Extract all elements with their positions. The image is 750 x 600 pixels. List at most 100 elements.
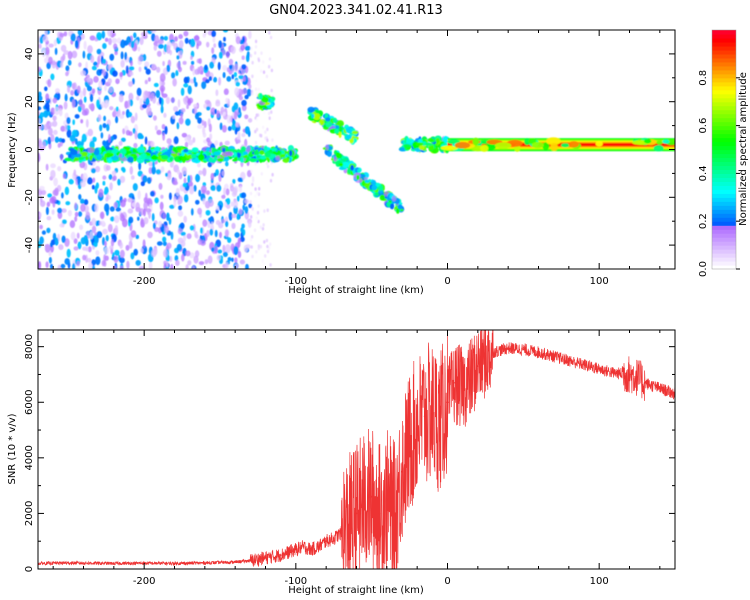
heatmap-cell	[251, 91, 254, 96]
heatmap-cell	[60, 125, 66, 132]
colorbar-tick-label: 0.6	[698, 118, 709, 134]
snr-point	[431, 412, 434, 415]
heatmap-cell	[151, 213, 155, 222]
heatmap-cell	[73, 246, 79, 251]
heatmap-cell	[550, 143, 558, 151]
heatmap-cell	[204, 99, 211, 105]
heatmap-cell	[263, 209, 266, 213]
heatmap-cell	[208, 123, 212, 133]
heatmap-cell	[39, 36, 44, 44]
heatmap-cell	[45, 46, 50, 56]
heatmap-cell	[217, 61, 221, 71]
snr-point	[613, 372, 616, 374]
heatmap-cell	[256, 191, 259, 195]
heatmap-cell	[233, 71, 238, 78]
heatmap-cell	[187, 260, 192, 266]
heatmap-cell	[46, 227, 51, 234]
colorbar-step	[712, 205, 736, 210]
heatmap-cell	[191, 153, 197, 159]
heatmap-cell	[47, 136, 52, 145]
heatmap-cell	[78, 211, 83, 217]
heatmap-cell	[319, 119, 325, 126]
heatmap-cell	[183, 177, 187, 184]
heatmap-cell	[38, 153, 41, 162]
colorbar-step	[712, 81, 736, 87]
heatmap-cell	[542, 142, 550, 151]
heatmap-cell	[160, 194, 164, 199]
heatmap-cell	[177, 210, 184, 217]
heatmap-cell	[204, 64, 208, 71]
heatmap-cell	[166, 212, 170, 222]
heatmap-cell	[144, 79, 148, 85]
heatmap-cell	[568, 141, 580, 148]
heatmap-cell	[234, 232, 240, 238]
heatmap-cell	[105, 165, 111, 171]
heatmap-cell	[80, 70, 86, 77]
heatmap-cell	[244, 94, 249, 100]
heatmap-cell	[61, 235, 66, 243]
heatmap-cell	[89, 140, 95, 150]
heatmap-cell	[180, 231, 186, 236]
heatmap-cell	[342, 157, 349, 161]
snr-ylabel: SNR (10 * v/v)	[7, 413, 18, 484]
heatmap-cell	[207, 255, 213, 264]
spectrogram-ytick-label: -20	[24, 189, 35, 205]
heatmap-cell	[69, 220, 76, 229]
heatmap-cell	[107, 30, 113, 37]
heatmap-cell	[158, 44, 164, 49]
heatmap-cell	[270, 88, 273, 93]
heatmap-cell	[91, 217, 97, 226]
heatmap-cell	[270, 110, 273, 114]
heatmap-cell	[107, 64, 112, 71]
heatmap-cell	[73, 169, 77, 177]
snr-point	[294, 548, 297, 551]
heatmap-cell	[262, 60, 265, 64]
heatmap-cell	[113, 255, 119, 263]
colorbar-step	[712, 121, 736, 127]
heatmap-cell	[246, 88, 252, 97]
heatmap-cell	[109, 53, 115, 61]
heatmap-cell	[105, 196, 109, 202]
heatmap-cell	[122, 167, 126, 173]
spectrogram-ylabel: Frequency (Hz)	[7, 112, 18, 188]
heatmap-cell	[175, 187, 180, 197]
heatmap-cell	[87, 246, 92, 253]
heatmap-cell	[61, 208, 67, 213]
heatmap-cell	[51, 209, 55, 215]
heatmap-cell	[96, 99, 100, 109]
heatmap-cell	[38, 261, 42, 269]
snr-point	[302, 545, 305, 548]
heatmap-cell	[70, 231, 76, 241]
heatmap-cell	[154, 35, 160, 44]
heatmap-cell	[254, 51, 257, 55]
heatmap-cell	[239, 236, 245, 243]
heatmap-cell	[126, 36, 132, 45]
heatmap-cell	[169, 157, 174, 162]
colorbar-step	[712, 165, 736, 171]
heatmap-cell	[67, 59, 72, 66]
heatmap-cell	[200, 185, 207, 194]
heatmap-cell	[197, 153, 205, 161]
heatmap-cell	[120, 212, 124, 219]
heatmap-cell	[91, 88, 96, 94]
colorbar-step	[712, 89, 736, 95]
heatmap-cell	[80, 119, 84, 124]
heatmap-cell	[223, 187, 226, 197]
heatmap-cell	[80, 198, 85, 204]
heatmap-cell	[154, 146, 160, 153]
heatmap-cell	[125, 244, 130, 251]
heatmap-cell	[271, 138, 274, 142]
colorbar-step	[712, 169, 736, 174]
heatmap-cell	[152, 115, 157, 121]
heatmap-cell	[213, 43, 217, 48]
heatmap-cell	[50, 73, 55, 81]
heatmap-cell	[156, 66, 161, 73]
heatmap-cell	[64, 238, 70, 247]
snr-point	[628, 373, 631, 376]
colorbar-step	[712, 129, 736, 135]
heatmap-cell	[271, 116, 274, 121]
heatmap-cell	[156, 50, 162, 57]
heatmap-cell	[215, 205, 220, 211]
heatmap-cell	[100, 211, 105, 220]
